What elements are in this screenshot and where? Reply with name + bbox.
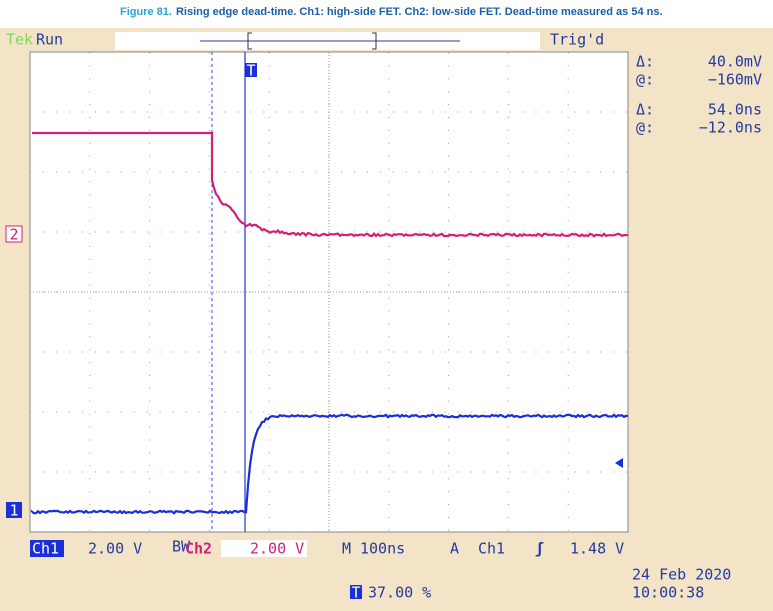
caption-text: Rising edge dead-time. Ch1: high-side FE… <box>176 6 663 18</box>
ch1-label: Ch1 <box>32 540 59 558</box>
ch2-marker-label: 2 <box>9 226 18 244</box>
timebase-label: M <box>342 540 351 558</box>
trigger-state: Trig'd <box>550 31 604 49</box>
brand: Tek <box>6 31 33 49</box>
date: 24 Feb 2020 <box>632 566 731 584</box>
scope-screenshot: Figure 81. Rising edge dead-time. Ch1: hi… <box>0 0 773 611</box>
readout-symbol: Δ: <box>636 101 654 119</box>
ch2-label: Ch2 <box>185 540 212 558</box>
readout-value: 40.0mV <box>708 53 762 71</box>
readout-value: 54.0ns <box>708 101 762 119</box>
ch1-marker-label: 1 <box>9 502 18 520</box>
figure-number: Figure 81. <box>120 6 172 18</box>
readout-value: −12.0ns <box>699 119 762 137</box>
trigger-label: A <box>450 540 459 558</box>
readout-symbol: @: <box>636 71 654 89</box>
ch1-scale: 2.00 V <box>88 540 142 558</box>
trigger-level: 1.48 V <box>570 540 624 558</box>
trigger-slope: ʃ <box>535 540 544 558</box>
trigger-marker-label: T <box>246 62 255 80</box>
figure-caption: Figure 81. Rising edge dead-time. Ch1: hi… <box>120 6 663 18</box>
trigger-source: Ch1 <box>478 540 505 558</box>
position-icon: T <box>351 584 360 602</box>
time: 10:00:38 <box>632 584 704 602</box>
run-status: Run <box>36 31 63 49</box>
readout-value: −160mV <box>708 71 762 89</box>
position: 37.00 % <box>368 584 431 602</box>
timebase: 100ns <box>360 540 405 558</box>
ch2-scale: 2.00 V <box>250 540 304 558</box>
readout-symbol: @: <box>636 119 654 137</box>
readout-symbol: Δ: <box>636 53 654 71</box>
